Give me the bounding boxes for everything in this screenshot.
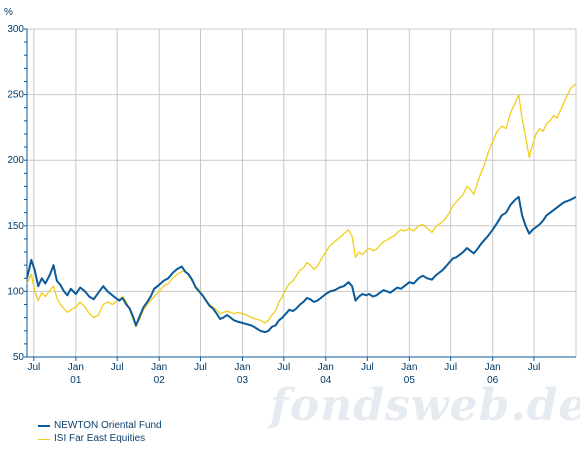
x-tick-label: Jan xyxy=(318,362,334,373)
legend-item-newton: NEWTON Oriental Fund xyxy=(38,420,162,432)
y-tick-label: 150 xyxy=(7,221,24,232)
series-lines xyxy=(26,83,577,334)
x-tick-label: Jan xyxy=(234,362,250,373)
y-tick-label: 100 xyxy=(7,286,24,297)
y-tick-label: 250 xyxy=(7,90,24,101)
axes: 50 100 150 200 250 300% Jul Jan 01 Jul Jan 02 Jul Jan… xyxy=(4,7,576,386)
legend-item-isi: ISI Far East Equities xyxy=(38,433,162,445)
x-tick-year-label: 05 xyxy=(404,375,416,386)
series-line-newton xyxy=(26,195,577,334)
x-tick-label: Jan xyxy=(68,362,84,373)
legend: NEWTON Oriental Fund ISI Far East Equiti… xyxy=(38,420,162,446)
x-tick-year-label: 02 xyxy=(154,375,166,386)
x-tick-year-label: 03 xyxy=(237,375,249,386)
y-tick-label: 300 xyxy=(7,24,24,35)
x-tick-year-label: 01 xyxy=(70,375,82,386)
plot-frame xyxy=(26,28,577,358)
legend-swatch-isi xyxy=(38,438,50,440)
x-tick-label: Jul xyxy=(361,362,374,373)
x-tick-label: Jan xyxy=(485,362,501,373)
x-tick-label: Jul xyxy=(444,362,457,373)
y-axis-unit: % xyxy=(4,7,13,18)
x-tick-year-label: 04 xyxy=(320,375,332,386)
legend-swatch-newton xyxy=(38,425,50,427)
watermark: fondsweb.de xyxy=(270,380,580,431)
legend-label-newton: NEWTON Oriental Fund xyxy=(54,420,162,431)
x-tick-label: Jan xyxy=(401,362,417,373)
grid-lines xyxy=(26,28,577,358)
series-line-isi xyxy=(26,83,577,328)
x-tick-label: Jul xyxy=(111,362,124,373)
x-tick-label: Jul xyxy=(277,362,290,373)
x-tick-year-label: 06 xyxy=(487,375,499,386)
x-tick-label: Jan xyxy=(151,362,167,373)
y-tick-label: 50 xyxy=(13,352,25,363)
x-tick-label: Jul xyxy=(528,362,541,373)
legend-label-isi: ISI Far East Equities xyxy=(54,433,146,444)
x-tick-label: Jul xyxy=(27,362,40,373)
x-tick-label: Jul xyxy=(194,362,207,373)
y-tick-label: 200 xyxy=(7,155,24,166)
